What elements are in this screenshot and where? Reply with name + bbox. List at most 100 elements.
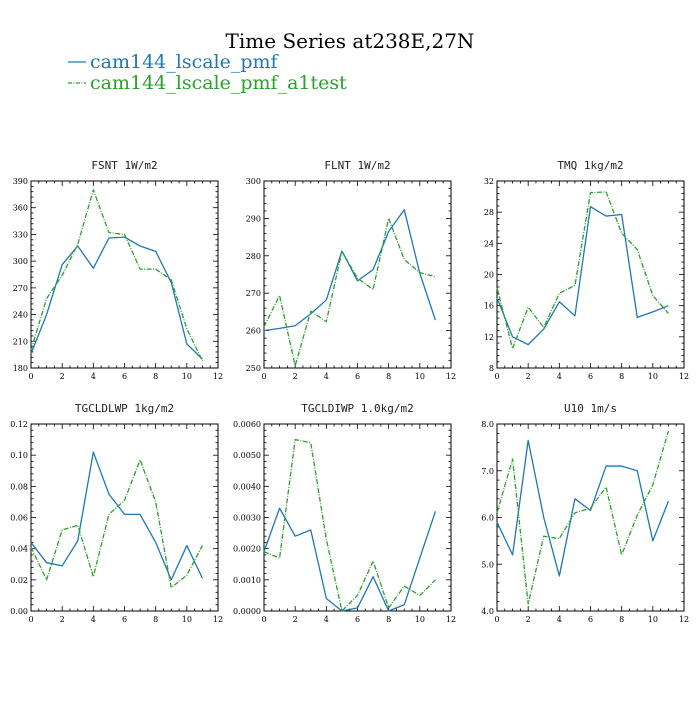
legend: cam144_lscale_pmfcam144_lscale_pmf_a1tes… <box>68 51 347 94</box>
y-tick-label: 0.06 <box>10 514 28 523</box>
plot-frame <box>264 181 451 368</box>
y-tick-label: 32 <box>484 177 494 186</box>
x-tick-label: 6 <box>588 372 593 381</box>
x-tick-label: 4 <box>324 615 329 624</box>
figure-title: Time Series at238E,27N <box>226 29 475 53</box>
x-tick-label: 0 <box>494 372 499 381</box>
x-tick-label: 4 <box>557 372 562 381</box>
y-tick-label: 28 <box>484 208 494 217</box>
x-tick-label: 10 <box>648 615 658 624</box>
x-tick-label: 8 <box>619 372 624 381</box>
y-tick-label: 270 <box>246 289 261 298</box>
x-tick-label: 2 <box>60 615 65 624</box>
y-tick-label: 12 <box>484 333 494 342</box>
x-tick-label: 8 <box>386 615 391 624</box>
x-tick-label: 12 <box>213 615 223 624</box>
y-tick-label: 270 <box>13 284 28 293</box>
y-tick-label: 180 <box>13 364 28 373</box>
x-tick-label: 12 <box>446 615 456 624</box>
y-tick-label: 8.0 <box>481 420 494 429</box>
y-tick-label: 260 <box>246 327 261 336</box>
y-tick-label: 5.0 <box>481 560 494 569</box>
y-tick-label: 0.00 <box>10 607 28 616</box>
x-tick-label: 0 <box>28 615 33 624</box>
panel-title: U10 1m/s <box>564 402 617 415</box>
y-tick-label: 0.04 <box>10 545 28 554</box>
y-tick-label: 0.08 <box>10 482 28 491</box>
plot-frame <box>31 424 218 611</box>
y-tick-label: 0.0010 <box>233 576 261 585</box>
plot-frame <box>497 424 684 611</box>
x-tick-label: 8 <box>153 615 158 624</box>
y-tick-label: 0.0060 <box>233 420 261 429</box>
y-tick-label: 250 <box>246 364 261 373</box>
x-tick-label: 0 <box>494 615 499 624</box>
x-tick-label: 6 <box>355 372 360 381</box>
y-tick-label: 0.0020 <box>233 545 261 554</box>
x-tick-label: 12 <box>679 372 689 381</box>
y-tick-label: 20 <box>484 271 494 280</box>
x-tick-label: 4 <box>91 372 96 381</box>
x-tick-label: 12 <box>446 372 456 381</box>
y-tick-label: 24 <box>484 239 494 248</box>
panel-title: TGCLDIWP 1.0kg/m2 <box>301 402 414 415</box>
y-tick-label: 6.0 <box>481 514 494 523</box>
x-tick-label: 0 <box>261 372 266 381</box>
x-tick-label: 2 <box>526 615 531 624</box>
panel-title: TMQ 1kg/m2 <box>557 159 623 172</box>
y-tick-label: 210 <box>13 337 28 346</box>
panel-title: TGCLDLWP 1kg/m2 <box>75 402 174 415</box>
x-tick-label: 8 <box>386 372 391 381</box>
y-tick-label: 300 <box>13 257 28 266</box>
x-tick-label: 8 <box>153 372 158 381</box>
legend-label: cam144_lscale_pmf <box>90 51 280 73</box>
x-tick-label: 8 <box>619 615 624 624</box>
y-tick-label: 0.0040 <box>233 482 261 491</box>
x-tick-label: 4 <box>324 372 329 381</box>
panel-title: FLNT 1W/m2 <box>324 159 390 172</box>
x-tick-label: 2 <box>60 372 65 381</box>
x-tick-label: 10 <box>415 372 425 381</box>
series-line-pmf <box>264 210 435 331</box>
x-tick-label: 6 <box>588 615 593 624</box>
x-tick-label: 2 <box>526 372 531 381</box>
series-line-pmf-a1test <box>497 431 668 604</box>
y-tick-label: 0.10 <box>10 451 28 460</box>
x-tick-label: 10 <box>182 615 192 624</box>
y-tick-label: 8 <box>489 364 494 373</box>
x-tick-label: 0 <box>28 372 33 381</box>
y-tick-label: 300 <box>246 177 261 186</box>
series-line-pmf-a1test <box>497 192 668 349</box>
y-tick-label: 0.0050 <box>233 451 261 460</box>
series-line-pmf <box>497 207 668 345</box>
y-tick-label: 0.0030 <box>233 514 261 523</box>
x-tick-label: 6 <box>355 615 360 624</box>
x-tick-label: 10 <box>415 615 425 624</box>
series-line-pmf-a1test <box>264 218 435 365</box>
panel-tgcldlwp: TGCLDLWP 1kg/m2 0 2 4 6 8 10 12 0.00 0.02 0.04 0.06… <box>10 402 223 624</box>
y-tick-label: 7.0 <box>481 467 494 476</box>
x-tick-label: 2 <box>293 615 298 624</box>
series-line-pmf <box>31 452 202 580</box>
x-tick-label: 12 <box>213 372 223 381</box>
x-tick-label: 2 <box>293 372 298 381</box>
x-tick-label: 0 <box>261 615 266 624</box>
x-tick-label: 6 <box>122 372 127 381</box>
y-tick-label: 360 <box>13 204 28 213</box>
series-line-pmf <box>264 508 435 611</box>
y-tick-label: 330 <box>13 230 28 239</box>
x-tick-label: 12 <box>679 615 689 624</box>
x-tick-label: 4 <box>91 615 96 624</box>
y-tick-label: 240 <box>13 311 28 320</box>
y-tick-label: 290 <box>246 214 261 223</box>
x-tick-label: 6 <box>122 615 127 624</box>
series-line-pmf-a1test <box>31 190 202 361</box>
plot-frame <box>264 424 451 611</box>
y-tick-label: 0.02 <box>10 576 28 585</box>
legend-label: cam144_lscale_pmf_a1test <box>90 72 347 94</box>
